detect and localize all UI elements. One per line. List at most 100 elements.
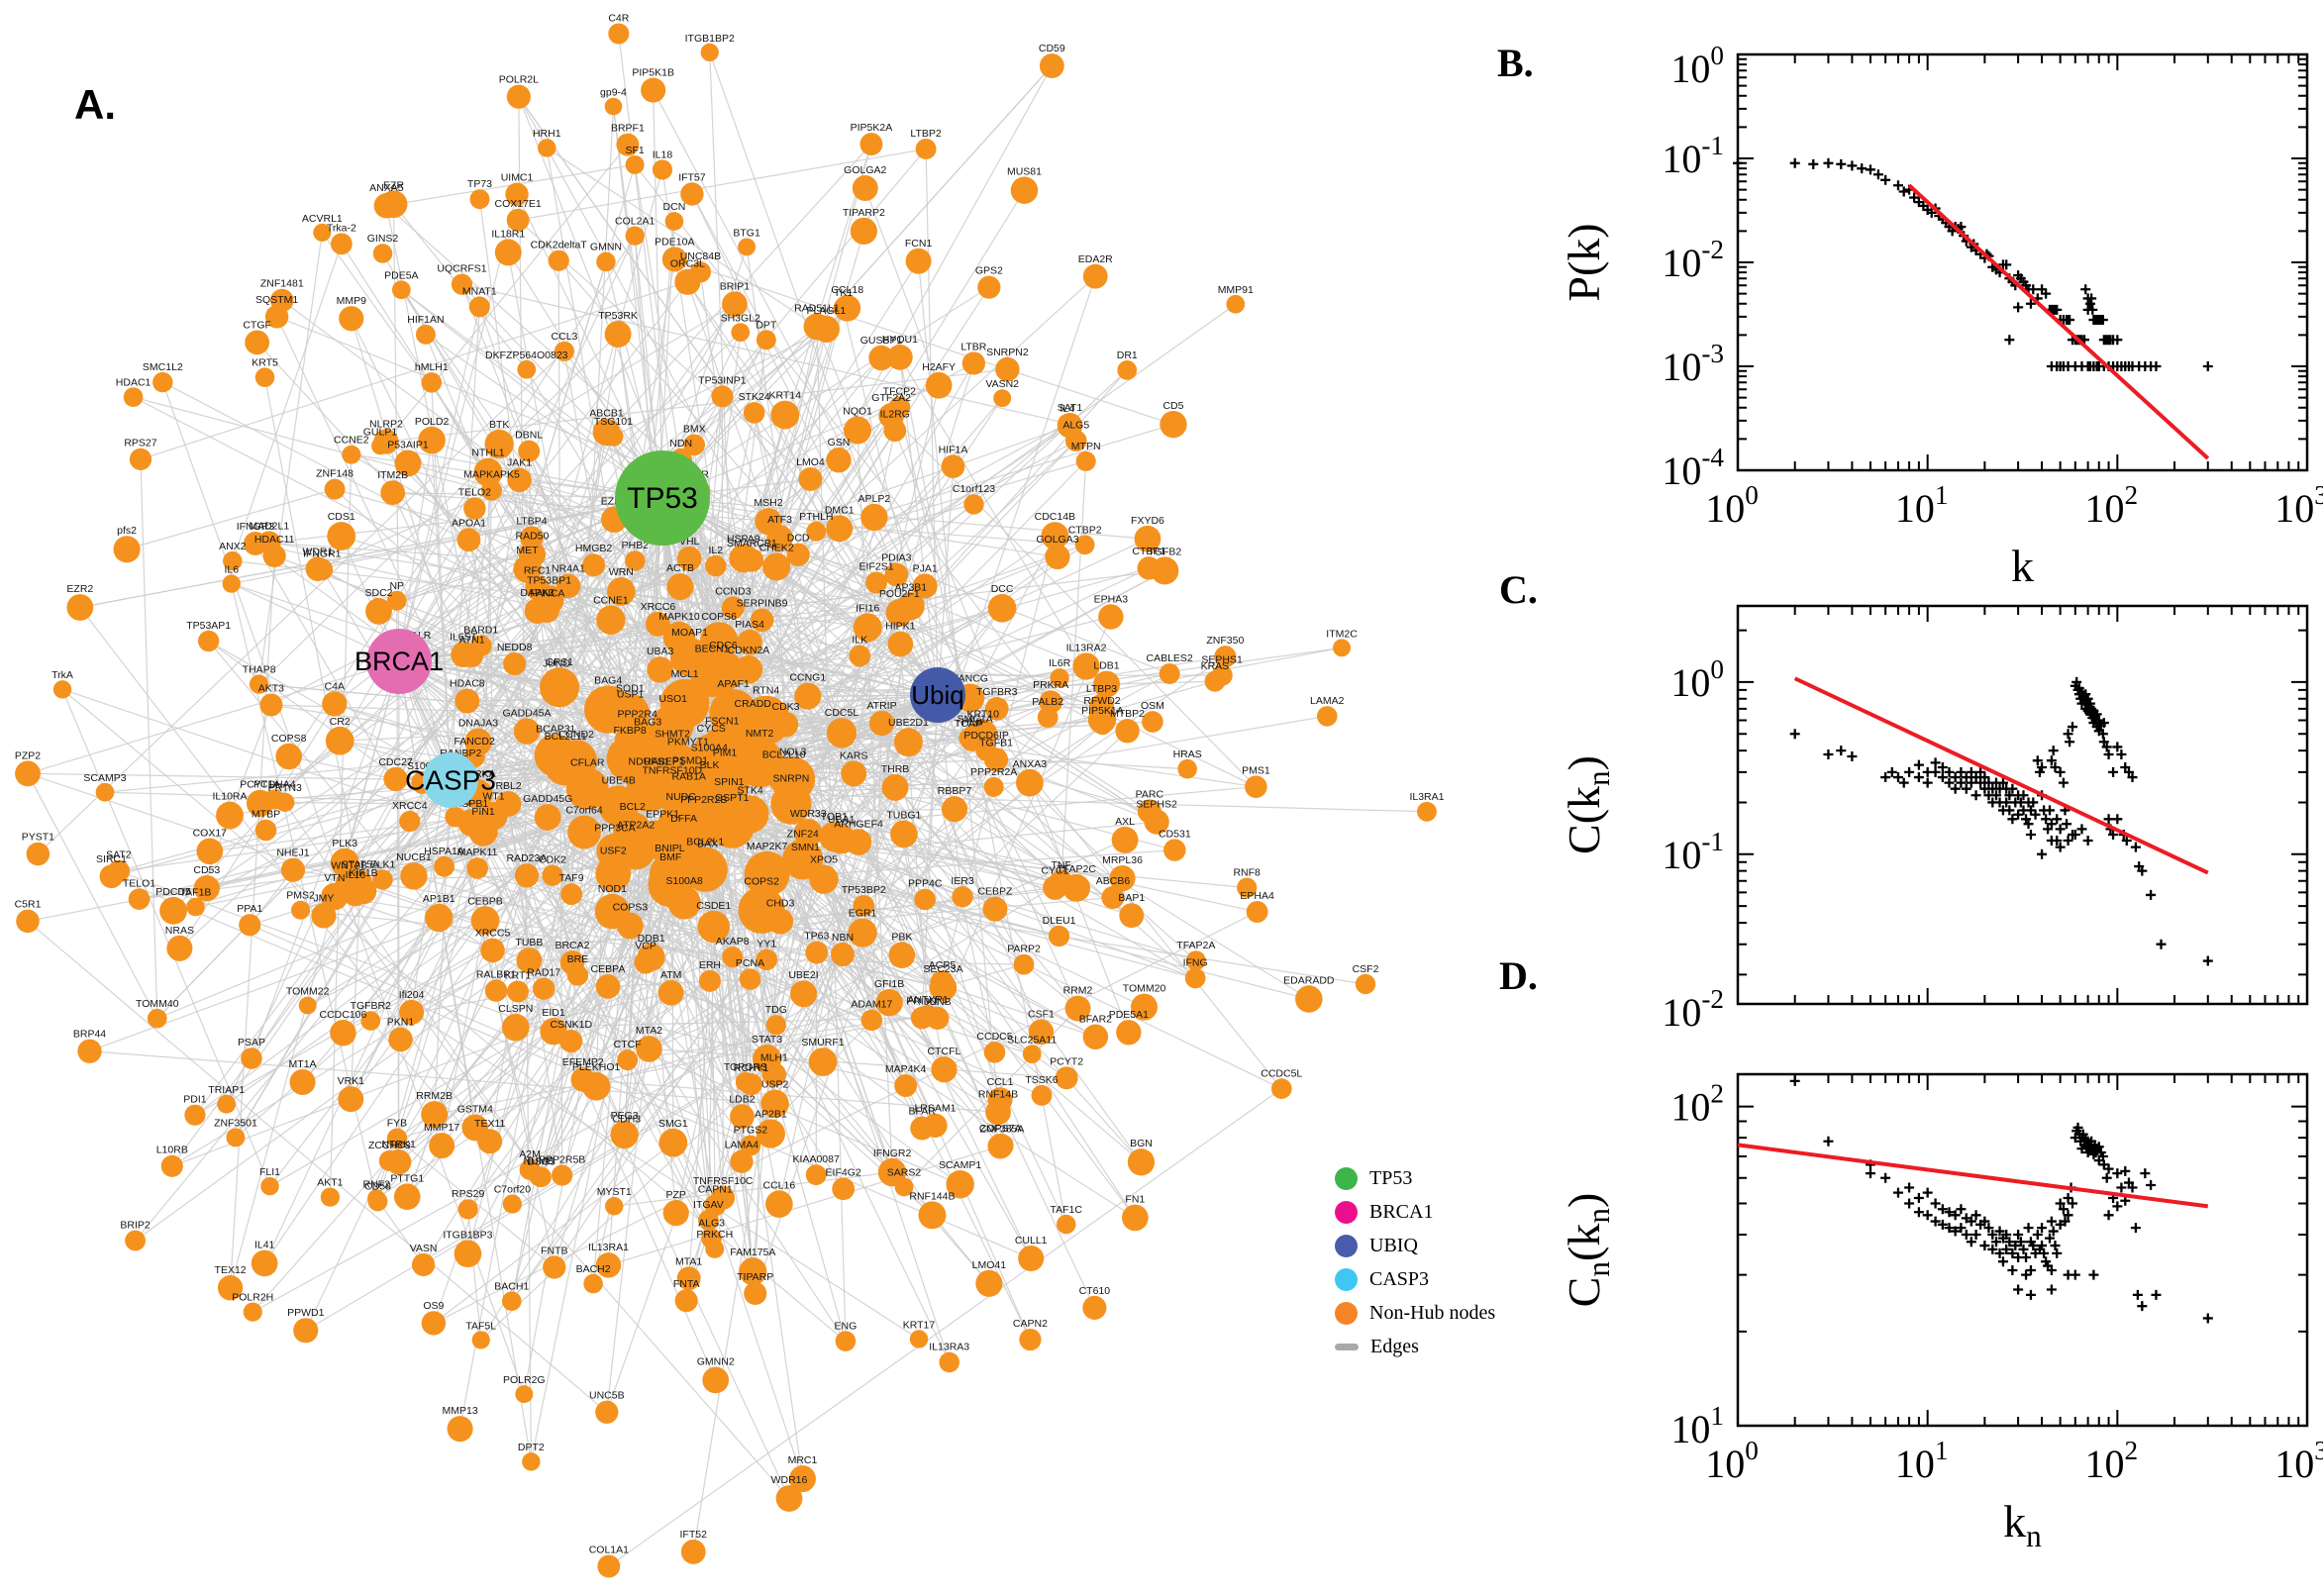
gene-label: ATP2A2: [617, 820, 655, 832]
network-node: [1045, 544, 1070, 570]
gene-label: PDIA3: [881, 552, 912, 564]
network-node: [305, 556, 331, 581]
gene-label: TOPORS: [724, 1061, 767, 1073]
gene-label: KIF1B: [349, 867, 377, 879]
network-node: [984, 696, 1009, 721]
hub-node-casp3: CASP3: [405, 752, 496, 808]
network-node: [993, 389, 1012, 408]
network-node: [808, 1047, 838, 1076]
network-node: [330, 848, 359, 877]
network-node: [705, 554, 727, 577]
network-edge: [206, 415, 892, 889]
network-node: [789, 1465, 816, 1493]
gene-label: STAT3: [752, 1034, 782, 1046]
gene-label: MAPK11: [457, 847, 498, 858]
gene-label: C4R: [608, 12, 629, 24]
gene-label: TGFB1: [979, 737, 1013, 748]
gene-label: NUDC: [666, 791, 697, 803]
gene-label: BACH2: [576, 1263, 611, 1275]
network-node: [674, 1289, 698, 1313]
network-node: [1295, 985, 1323, 1013]
network-node: [313, 223, 332, 242]
gene-label: MSH2: [754, 497, 782, 509]
gene-label: PPP4C: [908, 878, 943, 890]
network-node: [460, 645, 483, 667]
gene-label: CD58: [364, 1181, 391, 1193]
gene-label: CR2: [330, 716, 351, 728]
x-tick-label: 101: [1895, 1436, 1949, 1486]
gene-label: CDKN2A: [728, 645, 770, 656]
plot-frame: [1736, 604, 2309, 1006]
network-node: [982, 896, 1008, 922]
network-node: [513, 554, 542, 583]
network-node: [380, 480, 406, 505]
gene-label: TFAP2C: [1057, 863, 1096, 875]
network-node: [289, 1068, 316, 1095]
gene-label: BCAP31: [536, 723, 575, 735]
network-edge: [441, 920, 486, 1147]
x-tick-label: 103: [2274, 480, 2323, 531]
network-node: [464, 728, 492, 756]
brca1-hub-label: BRCA1: [354, 647, 444, 676]
network-edge: [688, 980, 711, 1279]
gene-label: RAB1A: [671, 770, 705, 782]
gene-label: MAD2L1: [249, 520, 289, 532]
gene-label: HYOU1: [882, 334, 918, 346]
gene-label: A2M: [519, 1148, 541, 1160]
network-node: [197, 630, 220, 652]
network-node: [193, 874, 220, 902]
gene-label: BTG1: [733, 227, 760, 239]
gene-label: P53AIP1: [387, 440, 429, 451]
gene-label: AP1B1: [423, 893, 455, 905]
network-edge: [398, 328, 827, 662]
gene-label: PRKRA: [1033, 679, 1068, 691]
gene-label: TELO2: [458, 486, 491, 498]
gene-label: HMGB2: [575, 543, 613, 554]
network-node: [128, 888, 151, 910]
network-node: [516, 948, 543, 974]
network-node: [983, 748, 1009, 772]
network-node: [616, 1124, 638, 1146]
network-node: [1041, 522, 1069, 549]
network-node: [616, 133, 640, 156]
network-node: [1317, 706, 1338, 727]
gene-label: SQSTM1: [255, 294, 298, 306]
network-edge: [518, 96, 532, 1462]
network-node: [325, 726, 354, 755]
gene-label: LRSAM1: [914, 1103, 956, 1115]
network-node: [1022, 1045, 1042, 1064]
gene-label: SNRPN: [773, 773, 810, 785]
network-node: [542, 864, 563, 886]
gene-label: KARS: [840, 749, 868, 761]
network-node: [52, 680, 72, 699]
gene-label: IL3RA1: [1409, 791, 1444, 803]
network-edge: [273, 307, 849, 800]
gene-label: RNF144B: [909, 1190, 955, 1202]
gene-label: RAD23A: [507, 852, 548, 864]
gene-label: CEBPZ: [977, 886, 1013, 898]
network-node: [429, 1133, 455, 1159]
gene-label: ZNF3501: [214, 1118, 257, 1130]
network-edge: [608, 1146, 1001, 1266]
gene-label: PDE5A: [384, 269, 418, 281]
gene-label: NR4A1: [552, 563, 585, 575]
network-node: [915, 139, 937, 159]
network-node: [890, 820, 918, 848]
network-node: [1237, 877, 1258, 898]
network-node: [95, 782, 115, 802]
gene-label: PTGS2: [734, 1125, 768, 1137]
network-edge: [518, 96, 777, 567]
gene-label: DMC1: [825, 504, 855, 516]
gene-label: hMLH1: [415, 361, 449, 373]
x-axis-title: k: [2011, 541, 2034, 591]
legend-label: TP53: [1369, 1166, 1413, 1189]
network-node: [952, 886, 973, 908]
gene-label: XRCC5: [475, 928, 511, 940]
gene-label: TAF1B: [180, 887, 212, 899]
network-node: [658, 1128, 688, 1157]
gene-label: TFAP2A: [1176, 940, 1215, 951]
network-node: [386, 590, 407, 611]
gene-label: BMX: [683, 424, 706, 436]
network-edge: [480, 873, 768, 1341]
